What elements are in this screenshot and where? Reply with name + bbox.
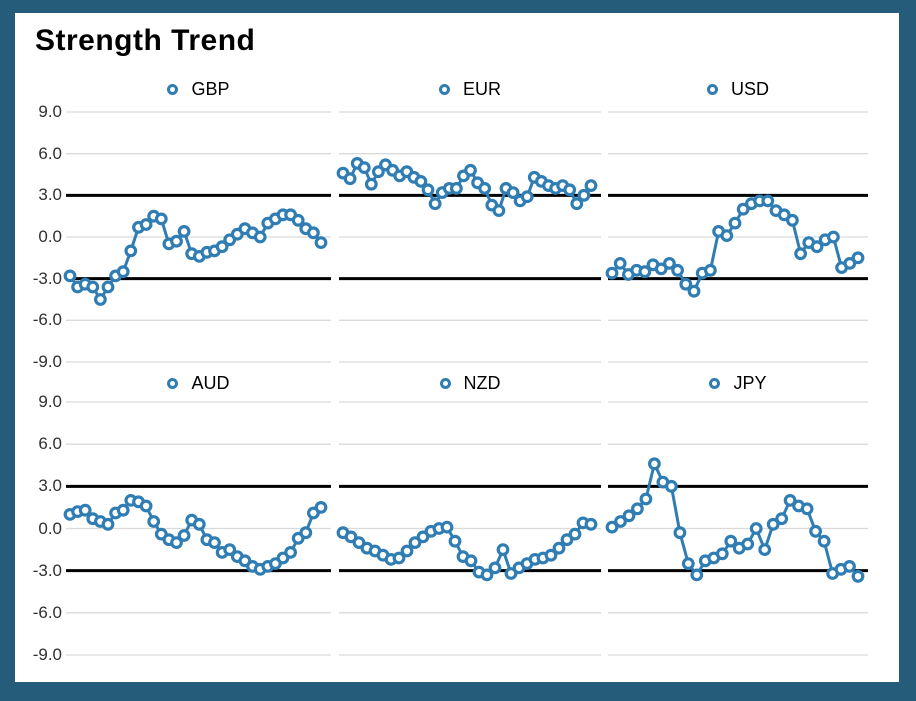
- subplot-jpy: JPY: [605, 371, 868, 657]
- legend: NZD: [339, 371, 601, 395]
- line-chart: [605, 401, 868, 656]
- gridlines: [339, 111, 601, 363]
- legend: GBP: [66, 77, 331, 101]
- reference-lines: [608, 193, 868, 281]
- reference-lines: [339, 484, 601, 573]
- reference-lines: [608, 484, 868, 573]
- y-axis-tick-label: 9.0: [38, 102, 62, 121]
- y-axis-tick-label: -6.0: [32, 602, 62, 622]
- legend: USD: [608, 77, 868, 101]
- series-label: EUR: [462, 78, 501, 99]
- y-axis-tick-label: 0.0: [38, 518, 62, 538]
- y-axis-tick-label: 3.0: [38, 185, 62, 205]
- series-marker-icon: [438, 83, 450, 95]
- series-markers: [336, 157, 598, 217]
- series-marker-icon: [167, 377, 179, 389]
- y-axis-tick-label: -9.0: [32, 352, 62, 371]
- line-chart: [63, 401, 331, 656]
- series-label: JPY: [733, 372, 767, 393]
- subplot-usd: USD: [605, 77, 868, 364]
- y-axis-tick-label: 6.0: [38, 434, 62, 454]
- series-marker-icon: [439, 377, 451, 389]
- y-axis-tick-label: -9.0: [32, 645, 62, 664]
- series-marker-icon: [709, 377, 721, 389]
- legend: AUD: [66, 371, 331, 395]
- line-chart: [336, 111, 601, 363]
- y-axis-tick-label: -3.0: [32, 268, 62, 288]
- series-marker-icon: [706, 83, 718, 95]
- series-label: NZD: [463, 372, 501, 393]
- y-axis-tick-label: -3.0: [32, 560, 62, 580]
- series-label: AUD: [191, 372, 230, 393]
- gridlines: [608, 111, 868, 363]
- y-axis-tick-label: -6.0: [32, 310, 62, 330]
- legend: JPY: [608, 371, 868, 395]
- y-axis-tick-label: 9.0: [38, 392, 62, 411]
- legend: EUR: [339, 77, 601, 101]
- series-line: [610, 462, 860, 578]
- line-chart: [336, 401, 601, 656]
- series-markers: [605, 194, 865, 298]
- gridlines: [66, 111, 331, 363]
- series-marker-icon: [167, 83, 179, 95]
- subplot-gbp: GBP: [63, 77, 331, 364]
- chart-card: Strength Trend 9.0 6.0 3.0 0.0 -3.0 -6.0 -9.0 …: [15, 13, 899, 682]
- y-axis-tick-label: 3.0: [38, 476, 62, 496]
- series-markers: [63, 493, 328, 576]
- reference-lines: [339, 193, 601, 281]
- y-axis-tick-label: 0.0: [38, 227, 62, 246]
- y-axis-tick-label: 6.0: [38, 143, 62, 163]
- series-markers: [336, 516, 598, 582]
- subplot-nzd: NZD: [336, 371, 601, 657]
- gridlines: [608, 401, 868, 656]
- reference-lines: [66, 484, 331, 573]
- series-markers: [605, 457, 865, 583]
- series-label: USD: [730, 78, 769, 99]
- series-markers: [63, 208, 328, 306]
- line-chart: [63, 111, 331, 363]
- gridlines: [339, 401, 601, 656]
- line-chart: [605, 111, 868, 363]
- series-label: GBP: [191, 78, 230, 99]
- subplot-aud: AUD: [63, 371, 331, 657]
- subplot-eur: EUR: [336, 77, 601, 364]
- chart-title: Strength Trend: [35, 24, 256, 57]
